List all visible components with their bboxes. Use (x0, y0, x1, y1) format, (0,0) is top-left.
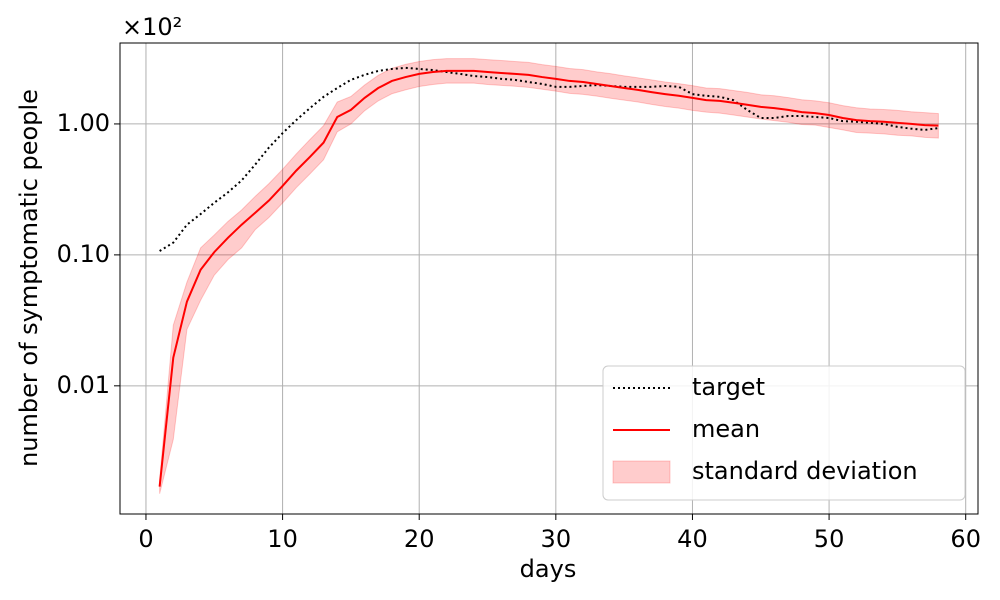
legend-box (602, 365, 966, 501)
x-tick-label: 60 (950, 525, 981, 553)
legend-label: target (692, 373, 765, 401)
x-tick-label: 30 (541, 525, 572, 553)
y-tick-label: 1.00 (57, 109, 110, 137)
plot-frame (119, 42, 979, 515)
x-axis-label: days (520, 555, 577, 583)
x-tick-label: 50 (814, 525, 845, 553)
x-tick-label: 20 (404, 525, 435, 553)
x-tick-label: 10 (267, 525, 298, 553)
y-axis-label: number of symptomatic people (15, 89, 43, 467)
legend-label: standard deviation (692, 457, 918, 485)
std-band (159, 58, 939, 494)
y-tick-label: 0.10 (57, 240, 110, 268)
y-tick-label: 0.01 (57, 371, 110, 399)
x-tick-label: 0 (138, 525, 153, 553)
line (159, 66, 939, 252)
y-multiplier: ×10² (122, 13, 182, 41)
legend-swatch (612, 460, 671, 484)
x-tick-label: 40 (677, 525, 708, 553)
legend-label: mean (692, 415, 760, 443)
line (158, 69, 939, 487)
